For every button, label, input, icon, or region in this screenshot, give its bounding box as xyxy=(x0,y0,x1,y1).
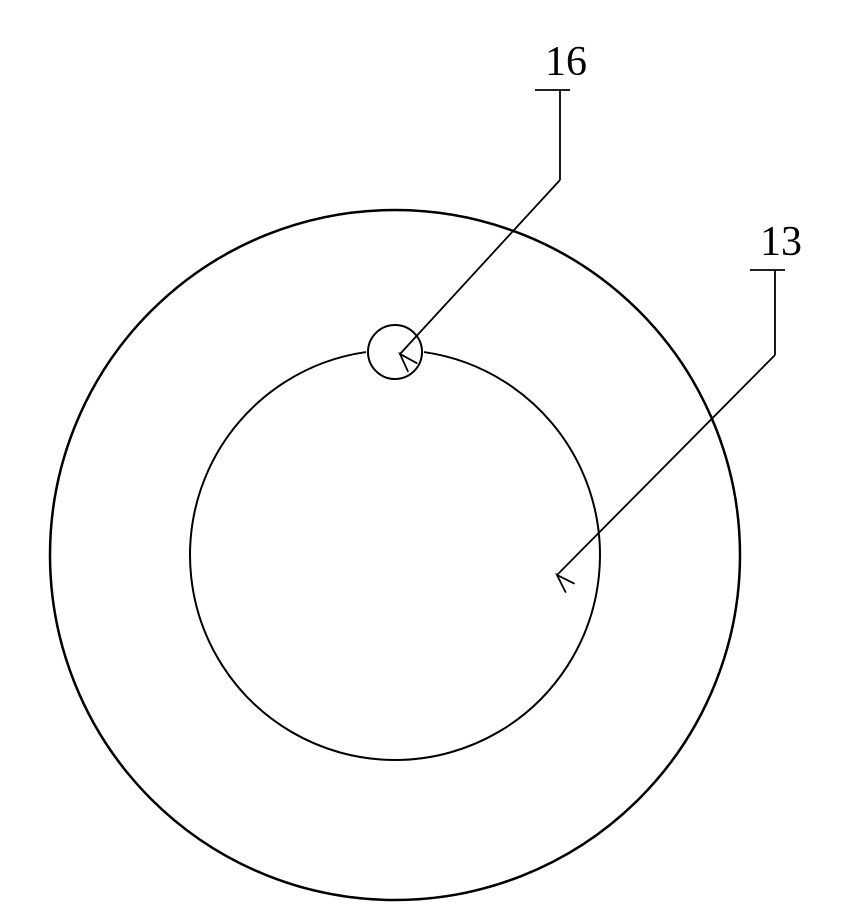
label-16: 16 xyxy=(545,39,587,85)
small-circle xyxy=(368,325,422,379)
label-13: 13 xyxy=(760,219,802,265)
